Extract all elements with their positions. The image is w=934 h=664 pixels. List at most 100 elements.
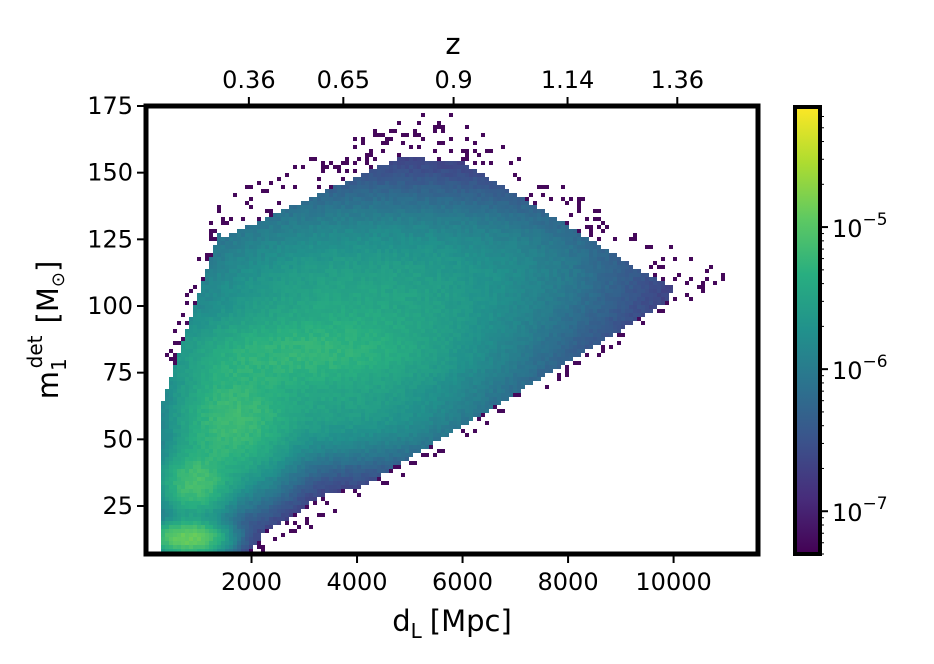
heatmap-cell <box>305 369 309 373</box>
heatmap-cell <box>301 257 305 261</box>
heatmap-cell <box>257 421 261 425</box>
heatmap-cell <box>225 477 229 481</box>
heatmap-cell <box>245 493 249 497</box>
heatmap-cell <box>373 385 377 389</box>
heatmap-cell <box>197 337 201 341</box>
heatmap-cell <box>273 493 277 497</box>
heatmap-cell <box>257 377 261 381</box>
heatmap-cell <box>377 377 381 381</box>
heatmap-cell <box>405 329 409 333</box>
heatmap-cell <box>193 533 197 537</box>
heatmap-cell <box>317 373 321 377</box>
heatmap-cell <box>209 229 213 233</box>
heatmap-cell <box>337 441 341 445</box>
heatmap-cell <box>297 249 301 253</box>
heatmap-cell <box>185 337 189 341</box>
heatmap-cell <box>309 289 313 293</box>
heatmap-cell <box>281 453 285 457</box>
heatmap-cell <box>193 473 197 477</box>
heatmap-cell <box>385 257 389 261</box>
heatmap-cell <box>237 481 241 485</box>
heatmap-cell <box>409 177 413 181</box>
heatmap-cell <box>389 269 393 273</box>
heatmap-cell <box>273 249 277 253</box>
heatmap-cell <box>309 429 313 433</box>
heatmap-cell <box>285 249 289 253</box>
heatmap-cell <box>337 233 341 237</box>
heatmap-cell <box>293 369 297 373</box>
heatmap-cell <box>265 373 269 377</box>
heatmap-cell <box>253 429 257 433</box>
heatmap-cell <box>221 269 225 273</box>
heatmap-cell <box>321 465 325 469</box>
heatmap-cell <box>205 525 209 529</box>
heatmap-cell <box>289 221 293 225</box>
heatmap-cell <box>313 349 317 353</box>
heatmap-cell <box>181 437 185 441</box>
heatmap-cell <box>409 445 413 449</box>
heatmap-cell <box>293 221 297 225</box>
heatmap-cell <box>233 521 237 525</box>
heatmap-cell <box>405 201 409 205</box>
heatmap-cell <box>409 357 413 361</box>
heatmap-cell <box>281 377 285 381</box>
heatmap-cell <box>345 305 349 309</box>
heatmap-cell <box>205 501 209 505</box>
heatmap-cell <box>173 401 177 405</box>
heatmap-cell <box>213 349 217 353</box>
heatmap-cell <box>245 437 249 441</box>
heatmap-cell <box>161 549 165 553</box>
heatmap-cell <box>329 313 333 317</box>
heatmap-cell <box>357 397 361 401</box>
heatmap-cell <box>245 261 249 265</box>
heatmap-cell <box>357 197 361 201</box>
heatmap-cell <box>325 221 329 225</box>
heatmap-cell <box>377 381 381 385</box>
heatmap-cell <box>301 505 305 509</box>
heatmap-cell <box>209 541 213 545</box>
heatmap-cell <box>305 361 309 365</box>
heatmap-cell <box>229 297 233 301</box>
heatmap-cell <box>309 437 313 441</box>
heatmap-cell <box>293 217 297 221</box>
heatmap-cell <box>365 297 369 301</box>
heatmap-cell <box>281 345 285 349</box>
heatmap-cell <box>345 245 349 249</box>
heatmap-cell <box>421 113 425 117</box>
heatmap-cell <box>357 445 361 449</box>
heatmap-cell <box>285 365 289 369</box>
heatmap-cell <box>265 289 269 293</box>
heatmap-cell <box>253 409 257 413</box>
heatmap-cell <box>273 305 277 309</box>
heatmap-cell <box>193 389 197 393</box>
heatmap-cell <box>237 317 241 321</box>
heatmap-cell <box>249 545 253 549</box>
heatmap-cell <box>345 381 349 385</box>
heatmap-cell <box>289 501 293 505</box>
heatmap-cell <box>169 521 173 525</box>
heatmap-cell <box>277 405 281 409</box>
heatmap-cell <box>421 453 425 457</box>
heatmap-cell <box>393 401 397 405</box>
heatmap-cell <box>273 277 277 281</box>
heatmap-cell <box>369 385 373 389</box>
heatmap-cell <box>377 353 381 357</box>
heatmap-cell <box>309 389 313 393</box>
heatmap-cell <box>277 353 281 357</box>
heatmap-cell <box>289 425 293 429</box>
heatmap-cell <box>365 153 369 157</box>
heatmap-cell <box>301 301 305 305</box>
heatmap-cell <box>297 393 301 397</box>
heatmap-cell <box>361 213 365 217</box>
heatmap-cell <box>209 529 213 533</box>
heatmap-cell <box>369 357 373 361</box>
heatmap-cell <box>269 501 273 505</box>
heatmap-cell <box>373 285 377 289</box>
heatmap-cell <box>317 193 321 197</box>
heatmap-cell <box>233 249 237 253</box>
heatmap-cell <box>405 385 409 389</box>
heatmap-cell <box>213 249 217 253</box>
heatmap-cell <box>393 225 397 229</box>
heatmap-cell <box>365 181 369 185</box>
heatmap-cell <box>257 365 261 369</box>
